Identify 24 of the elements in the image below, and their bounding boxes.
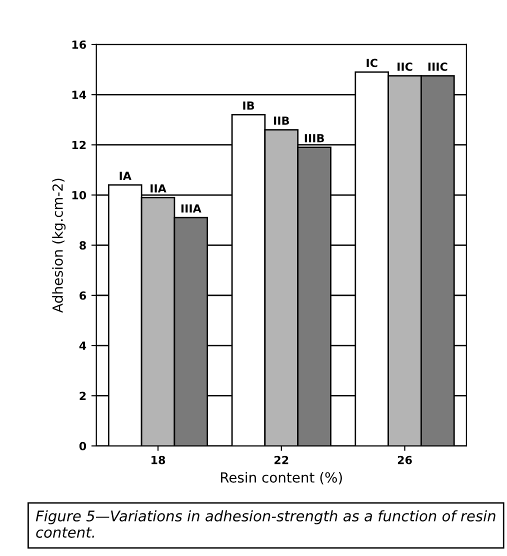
data-label: IIA xyxy=(150,184,166,192)
data-label: IC xyxy=(366,58,378,68)
x-tick-label: 26 xyxy=(398,456,412,464)
y-tick-label: 2 xyxy=(80,392,86,400)
x-tick-label: 22 xyxy=(274,456,288,464)
data-label: IA xyxy=(120,172,132,180)
y-tick-label: 0 xyxy=(79,442,86,450)
x-axis-title: Resin content (%) xyxy=(220,472,342,484)
y-tick-label: 14 xyxy=(72,90,86,99)
y-tick-label: 6 xyxy=(80,291,86,300)
data-label: IIIA xyxy=(181,204,202,213)
caption: Figure 5—Variations in adhesion-strength as a function of resin content. xyxy=(36,510,496,538)
y-tick-label: 4 xyxy=(79,342,86,350)
data-label: IIC xyxy=(398,62,412,71)
y-tick-label: 16 xyxy=(72,40,86,49)
y-tick-label: 8 xyxy=(80,241,86,250)
y-tick-label: 12 xyxy=(72,140,86,150)
data-label: IIIC xyxy=(428,62,448,71)
data-label: IB xyxy=(243,102,254,110)
x-tick-label: 18 xyxy=(152,456,166,464)
y-tick-label: 10 xyxy=(72,190,86,200)
data-label: IIIB xyxy=(304,134,324,142)
data-label: IIB xyxy=(274,116,289,125)
y-axis-title: Adhesion (kg.cm-2) xyxy=(52,178,66,313)
